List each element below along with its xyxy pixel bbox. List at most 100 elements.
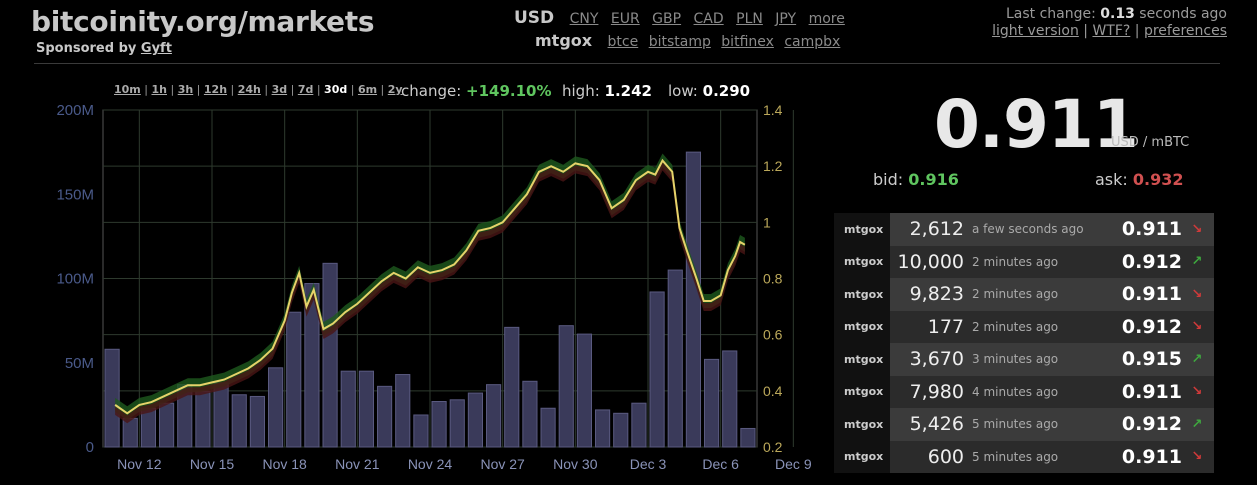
range-1h[interactable]: 1h bbox=[151, 83, 167, 96]
volume-bar bbox=[140, 407, 156, 448]
range-3h[interactable]: 3h bbox=[177, 83, 194, 96]
exchange-link-bitfinex[interactable]: bitfinex bbox=[721, 34, 774, 50]
volume-bar bbox=[685, 151, 701, 448]
wtf-link[interactable]: WTF? bbox=[1092, 23, 1131, 39]
volume-bar bbox=[213, 382, 229, 448]
volume-bar bbox=[340, 370, 356, 448]
x-tick-label: Nov 12 bbox=[117, 456, 162, 472]
low-stat: low: 0.290 bbox=[668, 82, 750, 100]
trade-amount: 600 bbox=[927, 445, 964, 468]
range-12h[interactable]: 12h bbox=[203, 83, 228, 96]
range-2y[interactable]: 2y bbox=[387, 83, 403, 96]
light-version-link[interactable]: light version bbox=[992, 23, 1079, 39]
x-tick-label: Dec 3 bbox=[630, 456, 667, 472]
range-6m[interactable]: 6m bbox=[357, 83, 378, 96]
range-10m[interactable]: 10m bbox=[114, 83, 141, 96]
trade-amount: 5,426 bbox=[909, 413, 964, 436]
volume-bar bbox=[104, 348, 120, 448]
volume-bar bbox=[268, 367, 284, 448]
ask-label: ask: bbox=[1095, 170, 1128, 189]
currency-link-gbp[interactable]: GBP bbox=[652, 11, 682, 27]
high-stat: high: 1.242 bbox=[562, 82, 652, 100]
change-value: +149.10% bbox=[466, 82, 552, 100]
trade-price: 0.911 bbox=[1121, 218, 1182, 241]
last-change-suffix: seconds ago bbox=[1139, 6, 1227, 22]
trade-row: mtgox 600 5 minutes ago 0.911 ↘ bbox=[834, 440, 1214, 473]
arrow-up-icon: ↗ bbox=[1191, 254, 1203, 270]
arrow-up-icon: ↗ bbox=[1191, 416, 1203, 432]
sponsor-prefix: Sponsored by bbox=[36, 41, 137, 56]
time-range-selector: 10m | 1h | 3h | 12h | 24h | 3d | 7d | 30… bbox=[114, 83, 403, 96]
volume-bar bbox=[322, 262, 338, 448]
trade-exchange: mtgox bbox=[834, 278, 890, 311]
bid-value: 0.916 bbox=[908, 170, 959, 189]
left-axis-tick-label: 50M bbox=[65, 355, 94, 372]
site-title[interactable]: bitcoinity.org/markets bbox=[31, 5, 375, 38]
x-tick-label: Nov 24 bbox=[408, 456, 453, 472]
currency-link-eur[interactable]: EUR bbox=[610, 11, 640, 27]
trade-exchange: mtgox bbox=[834, 310, 890, 343]
trade-amount: 3,670 bbox=[909, 348, 964, 371]
volume-bar bbox=[631, 402, 647, 448]
trade-exchange: mtgox bbox=[834, 375, 890, 408]
range-30d[interactable]: 30d bbox=[324, 83, 348, 96]
volume-bar bbox=[358, 370, 375, 448]
bid-display: bid: 0.916 bbox=[873, 170, 959, 189]
x-tick-label: Nov 21 bbox=[335, 456, 380, 472]
exchange-link-btce[interactable]: btce bbox=[607, 34, 639, 50]
preferences-link[interactable]: preferences bbox=[1143, 23, 1227, 39]
right-axis-tick-label: 1.4 bbox=[763, 102, 783, 118]
ask-display: ask: 0.932 bbox=[1095, 170, 1184, 189]
exchange-selector: mtgox btce bitstamp bitfinex campbx bbox=[535, 31, 846, 50]
left-axis-tick-label: 100M bbox=[56, 271, 94, 288]
volume-bar bbox=[231, 394, 247, 448]
exchange-link-campbx[interactable]: campbx bbox=[784, 34, 841, 50]
ask-value: 0.932 bbox=[1132, 170, 1184, 189]
arrow-down-icon: ↘ bbox=[1191, 286, 1203, 302]
exchange-link-bitstamp[interactable]: bitstamp bbox=[648, 34, 711, 50]
arrow-down-icon: ↘ bbox=[1191, 319, 1203, 335]
currency-link-cad[interactable]: CAD bbox=[693, 11, 724, 27]
trade-price: 0.912 bbox=[1121, 315, 1182, 338]
trade-exchange: mtgox bbox=[834, 408, 890, 441]
currency-selector: USD CNY EUR GBP CAD PLN JPY more bbox=[514, 8, 853, 28]
trade-row: mtgox 7,980 4 minutes ago 0.911 ↘ bbox=[834, 375, 1214, 408]
range-24h[interactable]: 24h bbox=[237, 83, 261, 96]
volume-bar bbox=[576, 333, 592, 448]
trade-price: 0.912 bbox=[1121, 413, 1182, 436]
arrow-down-icon: ↘ bbox=[1191, 449, 1203, 465]
trade-time: 4 minutes ago bbox=[972, 384, 1059, 399]
trade-exchange: mtgox bbox=[834, 343, 890, 376]
currency-link-jpy[interactable]: JPY bbox=[775, 11, 797, 27]
volume-bar bbox=[431, 401, 447, 448]
trade-amount: 9,823 bbox=[909, 283, 964, 306]
left-axis-tick-label: 200M bbox=[56, 102, 94, 119]
bid-label: bid: bbox=[873, 170, 904, 189]
trade-row: mtgox 9,823 2 minutes ago 0.911 ↘ bbox=[834, 278, 1214, 311]
trade-time: 5 minutes ago bbox=[972, 449, 1059, 464]
volume-bar bbox=[667, 269, 683, 448]
right-axis-tick-label: 0.4 bbox=[763, 383, 783, 399]
last-change-prefix: Last change: bbox=[1005, 6, 1096, 22]
sponsor-line: Sponsored by Gyft bbox=[36, 41, 172, 56]
price-volume-chart[interactable]: Nov 12 Nov 15 Nov 18 Nov 21 Nov 24 Nov 27 Nov … bbox=[0, 95, 820, 485]
trade-amount: 10,000 bbox=[897, 250, 964, 273]
price-line bbox=[114, 158, 746, 415]
volume-bar bbox=[558, 325, 574, 448]
volume-bar bbox=[249, 395, 265, 448]
x-tick-label: Nov 30 bbox=[553, 456, 598, 472]
trade-time: 5 minutes ago bbox=[972, 417, 1059, 432]
range-7d[interactable]: 7d bbox=[297, 83, 314, 96]
range-3d[interactable]: 3d bbox=[271, 83, 288, 96]
volume-bar bbox=[649, 291, 665, 448]
sponsor-link[interactable]: Gyft bbox=[140, 41, 172, 56]
currency-link-pln[interactable]: PLN bbox=[736, 11, 763, 27]
volume-bar bbox=[704, 358, 720, 448]
trade-row: mtgox 3,670 3 minutes ago 0.915 ↗ bbox=[834, 343, 1214, 376]
currency-link-cny[interactable]: CNY bbox=[569, 11, 599, 27]
trade-time: 2 minutes ago bbox=[972, 287, 1059, 302]
right-axis-tick-label: 1.2 bbox=[763, 158, 783, 174]
currency-link-more[interactable]: more bbox=[808, 11, 845, 27]
volume-bar bbox=[286, 311, 302, 448]
left-axis-tick-label: 150M bbox=[56, 186, 94, 203]
